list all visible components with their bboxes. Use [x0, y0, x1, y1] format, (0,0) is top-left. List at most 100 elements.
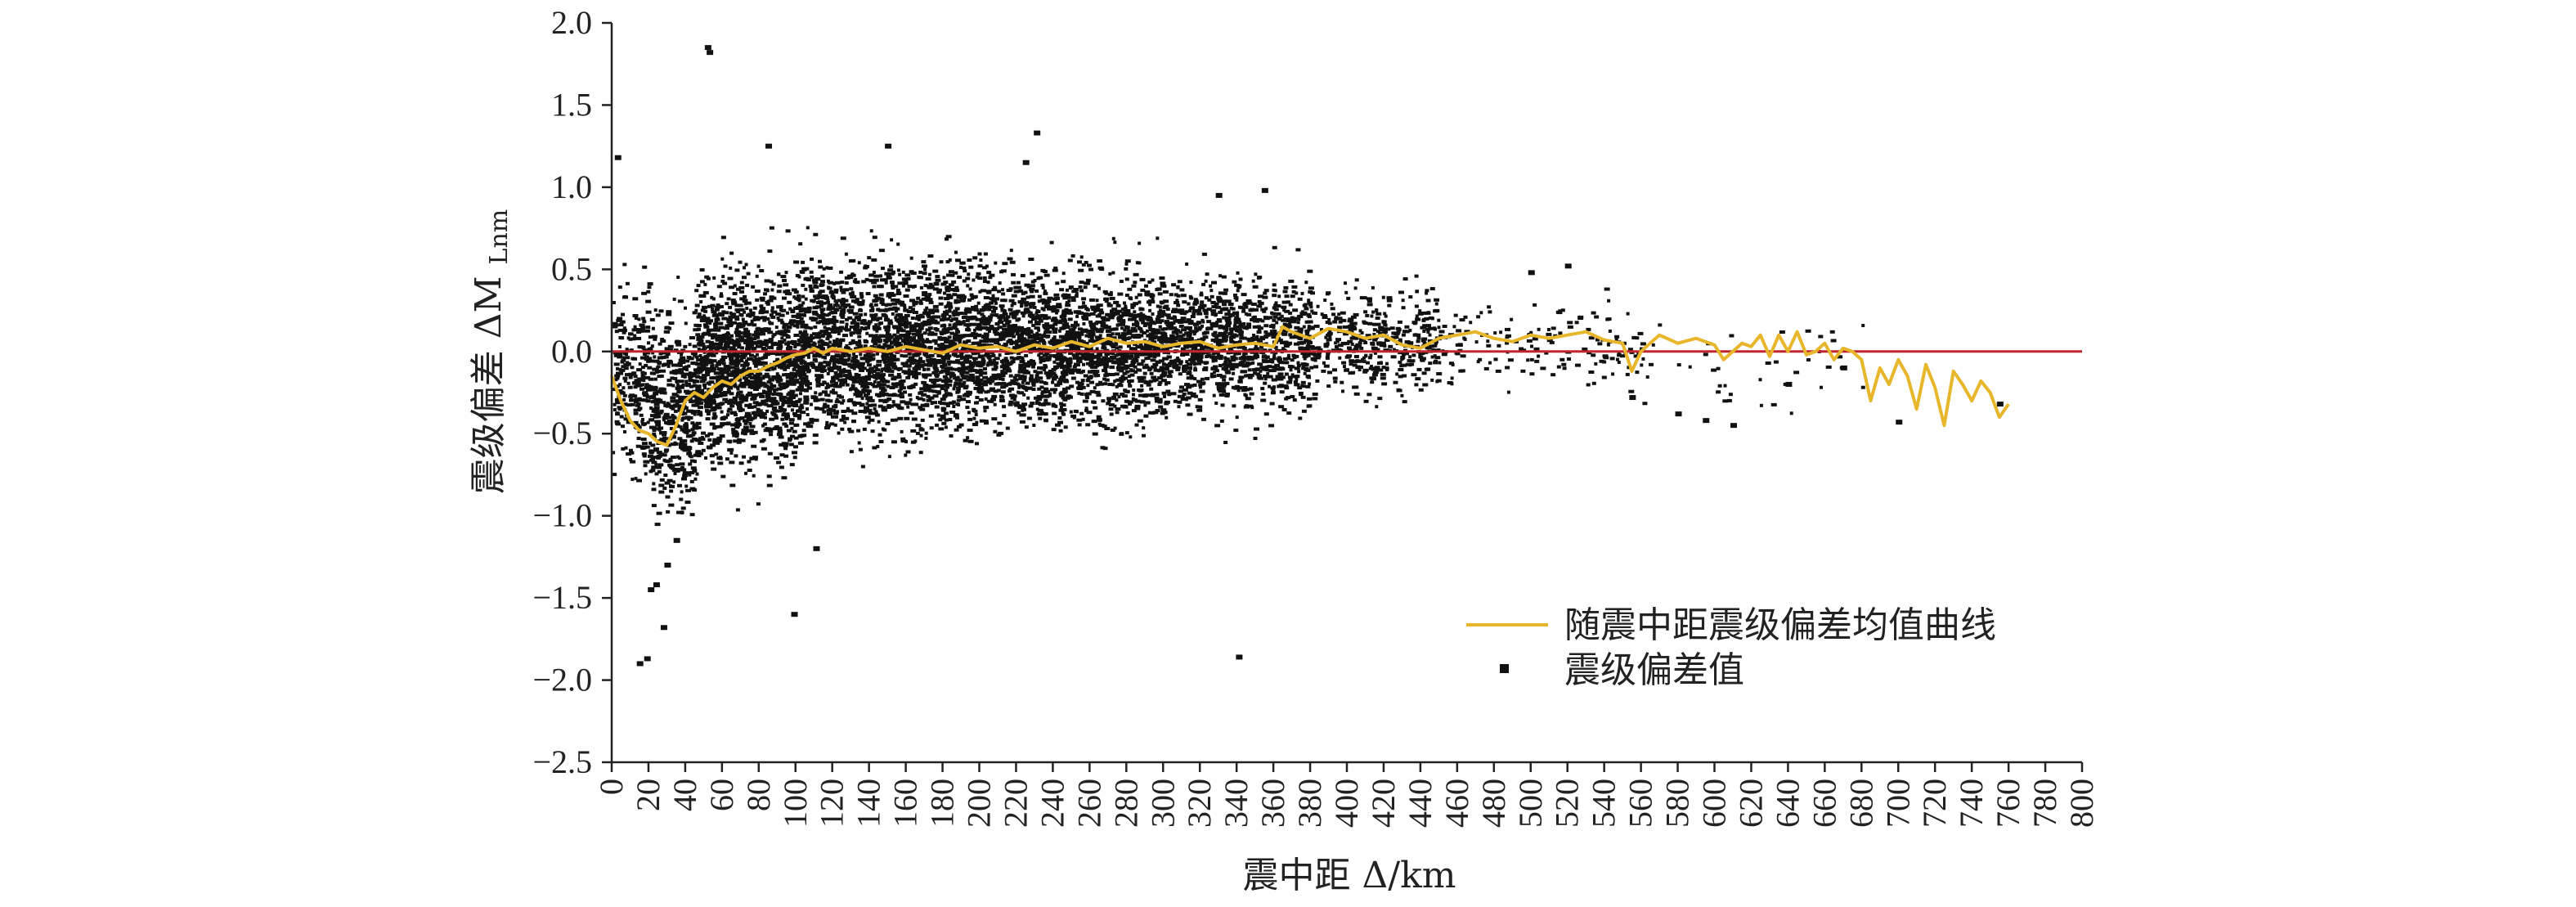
- data-point: [893, 382, 899, 386]
- data-point: [1102, 359, 1107, 362]
- data-point: [1109, 412, 1114, 416]
- data-point: [850, 377, 856, 381]
- data-point: [886, 328, 891, 332]
- data-point: [1038, 416, 1043, 420]
- data-point: [913, 336, 917, 339]
- data-point: [729, 460, 735, 465]
- data-point: [676, 510, 680, 514]
- data-point: [619, 320, 626, 324]
- data-point: [731, 431, 735, 434]
- data-point: [885, 422, 891, 425]
- data-point: [973, 409, 978, 413]
- data-point: [1135, 345, 1139, 348]
- data-point: [739, 416, 745, 420]
- data-point: [896, 242, 900, 246]
- data-point: [887, 455, 891, 459]
- data-point: [856, 363, 860, 367]
- data-point: [771, 341, 777, 345]
- data-point: [755, 344, 761, 348]
- data-point: [850, 339, 855, 343]
- data-point: [709, 376, 716, 380]
- data-point: [649, 371, 656, 375]
- data-point: [673, 403, 679, 407]
- data-point: [719, 434, 725, 438]
- data-point: [846, 328, 851, 332]
- data-point: [882, 406, 886, 411]
- data-point: [771, 393, 775, 396]
- data-point: [1046, 402, 1051, 406]
- data-point: [879, 391, 886, 395]
- data-point: [790, 396, 796, 400]
- data-point: [832, 391, 838, 395]
- data-point: [1062, 369, 1068, 373]
- data-point: [728, 379, 734, 383]
- data-point: [1120, 322, 1125, 326]
- data-point: [726, 352, 731, 356]
- data-point: [903, 354, 908, 358]
- data-point: [850, 321, 854, 325]
- data-point: [875, 368, 880, 372]
- data-point: [1062, 296, 1068, 300]
- data-point: [669, 427, 673, 430]
- data-point: [886, 294, 892, 298]
- data-point: [697, 410, 701, 413]
- data-point: [704, 319, 708, 323]
- data-point: [680, 384, 684, 388]
- data-point: [732, 342, 738, 346]
- data-point: [747, 322, 752, 326]
- data-point: [700, 356, 706, 360]
- data-point: [1073, 288, 1079, 291]
- data-point: [940, 416, 946, 420]
- data-point: [914, 363, 921, 367]
- data-point: [716, 375, 721, 379]
- data-point: [967, 439, 974, 443]
- data-point: [952, 387, 956, 391]
- data-point: [824, 321, 830, 326]
- data-point: [646, 460, 650, 464]
- data-point: [622, 376, 628, 380]
- data-point: [730, 299, 736, 302]
- data-point: [819, 330, 825, 334]
- data-point: [905, 361, 909, 365]
- data-point: [797, 441, 804, 445]
- data-point: [743, 302, 747, 306]
- data-point: [721, 356, 725, 360]
- data-point: [846, 346, 850, 350]
- data-point: [760, 307, 766, 311]
- data-point: [949, 343, 953, 347]
- data-point: [784, 271, 788, 275]
- data-point: [748, 405, 754, 409]
- data-point: [845, 383, 850, 387]
- data-point: [983, 406, 990, 410]
- data-point: [1124, 304, 1128, 308]
- data-point: [720, 257, 725, 261]
- data-point: [912, 311, 918, 314]
- data-point: [1162, 290, 1169, 294]
- data-point: [716, 441, 720, 445]
- data-point: [800, 325, 806, 329]
- data-point: [834, 357, 840, 361]
- data-point: [817, 300, 824, 304]
- data-point: [755, 274, 759, 278]
- data-point: [705, 339, 711, 343]
- data-point: [900, 385, 904, 388]
- data-point: [641, 452, 647, 456]
- data-point: [853, 393, 859, 397]
- data-point: [766, 427, 772, 431]
- data-point: [745, 420, 749, 424]
- data-point: [1000, 306, 1004, 309]
- data-point: [1003, 370, 1008, 375]
- data-point: [700, 363, 707, 367]
- data-point: [868, 279, 874, 283]
- data-point: [683, 442, 688, 447]
- data-point: [751, 411, 757, 415]
- data-point: [1152, 362, 1159, 366]
- data-point: [792, 456, 797, 460]
- data-point: [827, 306, 832, 310]
- data-point: [623, 430, 626, 433]
- data-point: [809, 287, 814, 291]
- data-point: [1115, 398, 1119, 402]
- data-point: [829, 422, 835, 426]
- data-point: [976, 272, 981, 276]
- data-point: [744, 263, 748, 267]
